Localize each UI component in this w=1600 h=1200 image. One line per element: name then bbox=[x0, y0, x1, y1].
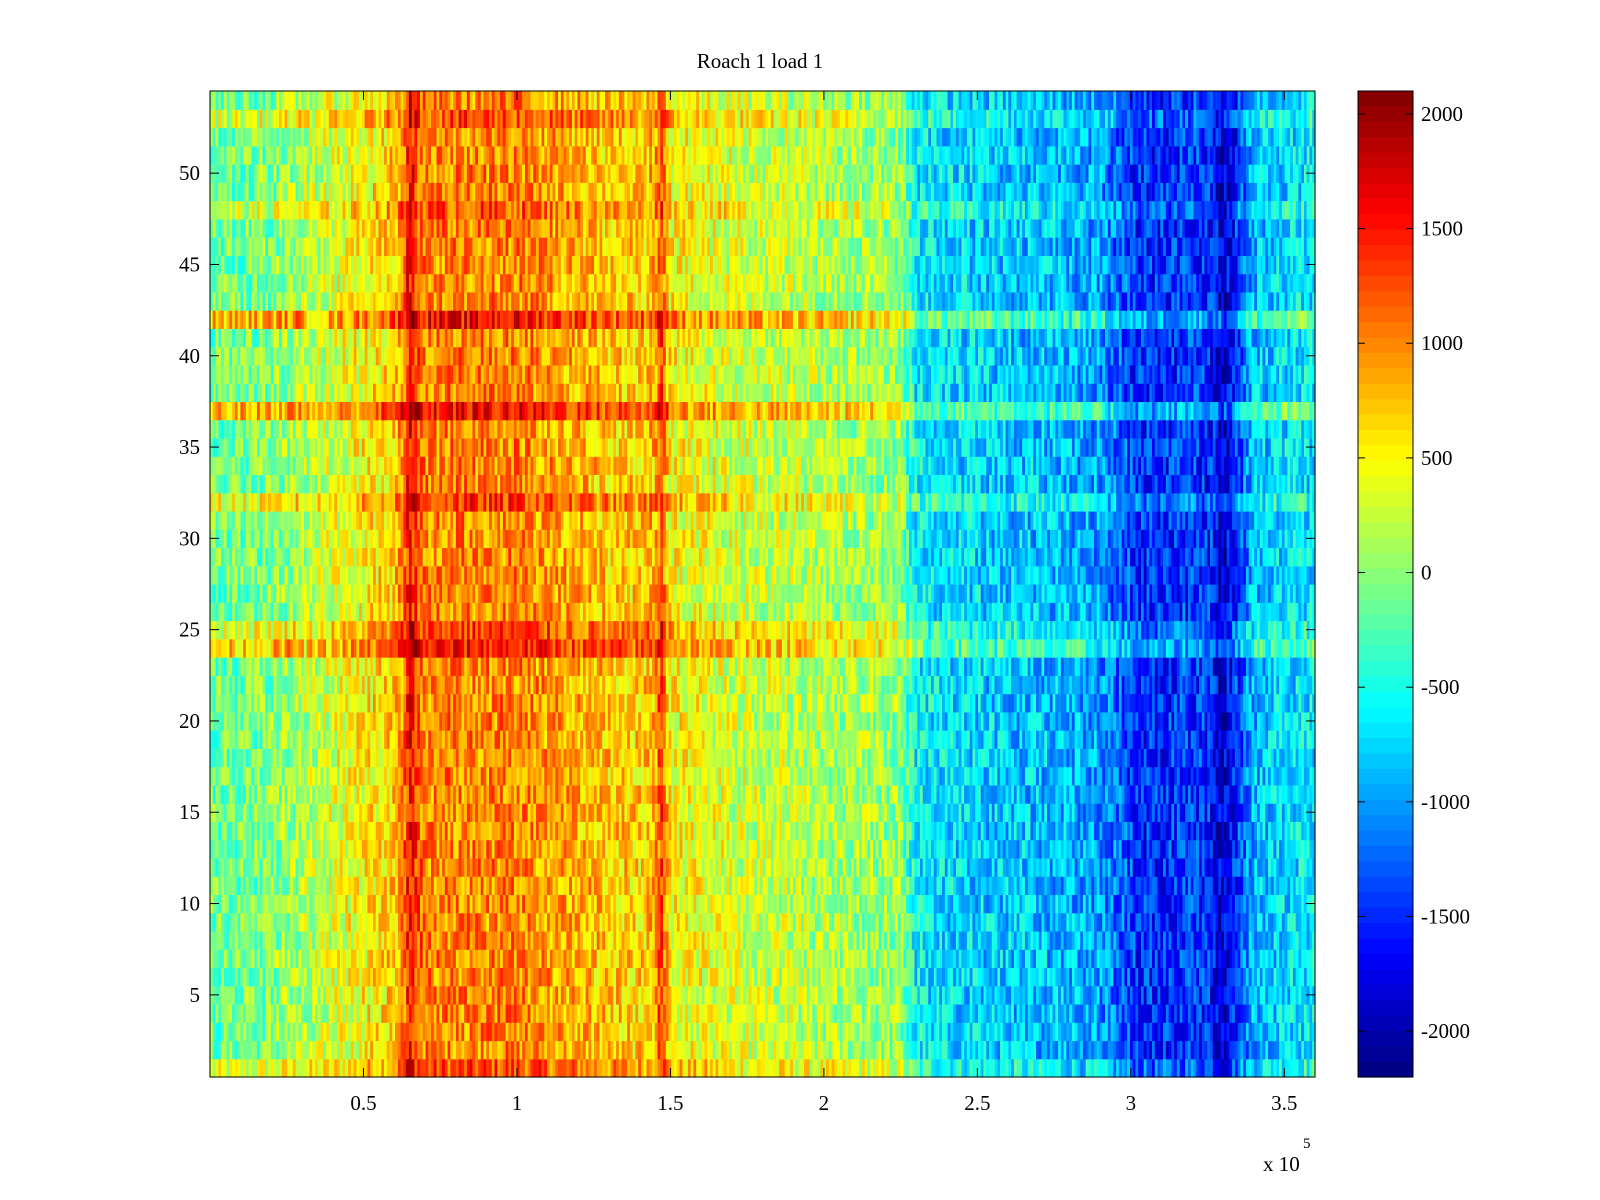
heatmap-row-5 bbox=[210, 986, 1316, 1005]
heatmap-row-7 bbox=[210, 949, 1316, 968]
heatmap-row-3 bbox=[210, 1022, 1316, 1041]
heatmap-row-12 bbox=[210, 858, 1316, 877]
heatmap-row-4 bbox=[210, 1004, 1316, 1023]
heatmap-row-8 bbox=[210, 931, 1316, 950]
heatmap-cells bbox=[210, 91, 1316, 1078]
heatmap-row-13 bbox=[210, 840, 1316, 859]
heatmap-row-10 bbox=[210, 894, 1316, 913]
heatmap-row-1 bbox=[210, 1059, 1316, 1078]
chart-title: Roach 1 load 1 bbox=[697, 49, 824, 73]
heatmap-row-9 bbox=[210, 913, 1316, 932]
heatmap-row-2 bbox=[210, 1040, 1316, 1059]
heatmap-row-11 bbox=[210, 876, 1316, 895]
heatmap-row-6 bbox=[210, 967, 1316, 986]
